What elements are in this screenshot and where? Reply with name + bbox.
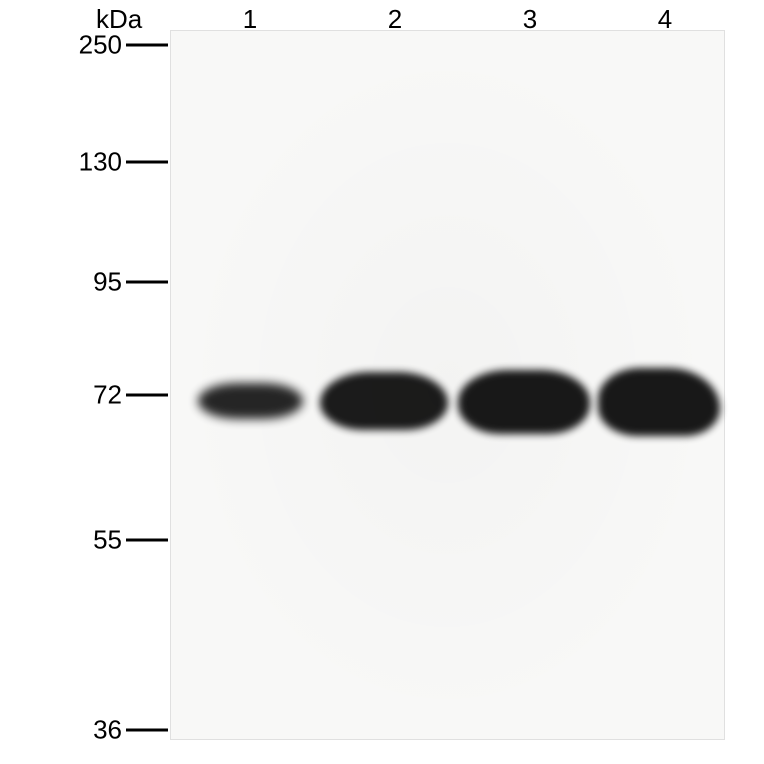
mw-label: 72 <box>62 380 122 411</box>
figure-container: kDa 1 2 3 4 250 130 95 72 55 36 <box>0 0 764 764</box>
mw-label: 55 <box>62 525 122 556</box>
mw-tick <box>126 281 168 284</box>
mw-label: 36 <box>62 715 122 746</box>
mw-label: 250 <box>62 30 122 61</box>
lane-label-3: 3 <box>523 4 537 35</box>
blot-band <box>198 383 303 419</box>
blot-band <box>320 372 448 430</box>
mw-label: 130 <box>62 147 122 178</box>
blot-band <box>458 370 590 434</box>
lane-label-2: 2 <box>388 4 402 35</box>
mw-tick <box>126 394 168 397</box>
mw-tick <box>126 161 168 164</box>
blot-band <box>598 368 720 436</box>
mw-tick <box>126 44 168 47</box>
lane-label-4: 4 <box>658 4 672 35</box>
lane-label-1: 1 <box>243 4 257 35</box>
mw-label: 95 <box>62 267 122 298</box>
mw-tick <box>126 729 168 732</box>
mw-tick <box>126 539 168 542</box>
